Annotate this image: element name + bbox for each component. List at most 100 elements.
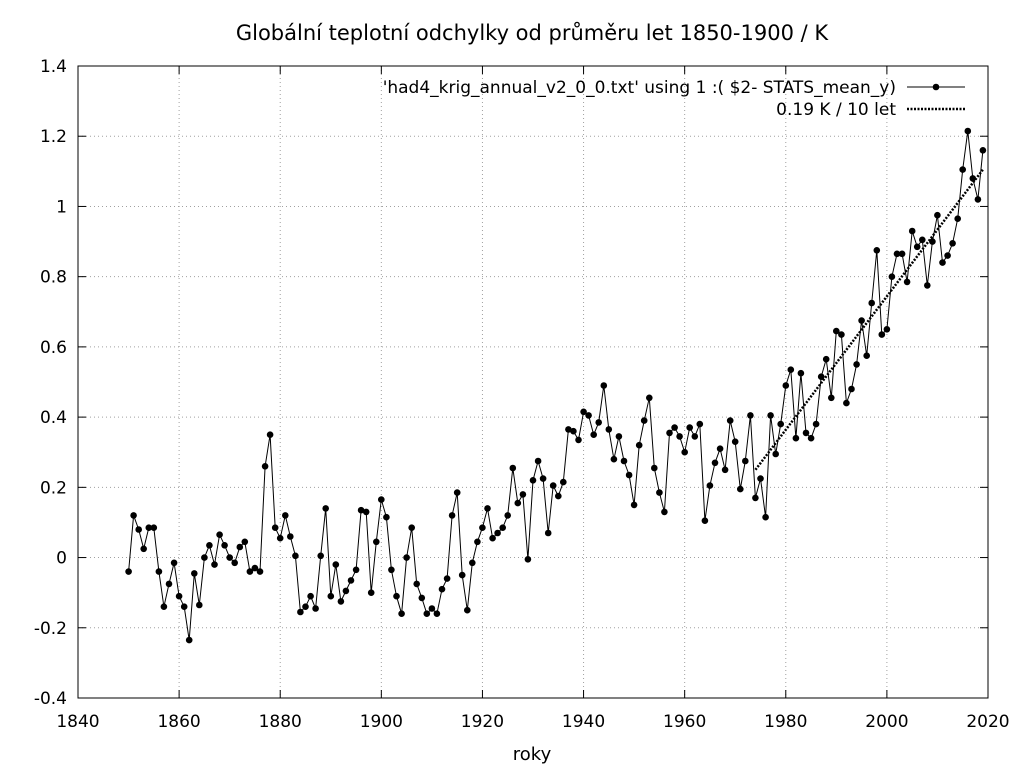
data-point-1852 <box>135 526 142 533</box>
data-point-1872 <box>236 543 244 551</box>
data-point-1866 <box>206 542 213 549</box>
y-tick-label-7: 1 <box>56 197 67 217</box>
data-point-1899 <box>373 538 380 546</box>
legend-swatch-observed-point <box>932 83 940 91</box>
data-point-1897 <box>362 508 370 516</box>
data-point-1884 <box>297 608 304 616</box>
data-point-1887 <box>312 605 319 612</box>
data-point-1963 <box>696 420 704 428</box>
data-point-1999 <box>878 331 886 338</box>
data-point-1932 <box>539 475 547 482</box>
y-tick-label-0: -0.4 <box>34 689 67 709</box>
data-point-1880 <box>276 534 284 542</box>
data-point-2008 <box>924 282 931 289</box>
data-point-1994 <box>853 361 860 368</box>
data-point-1889 <box>322 505 330 512</box>
data-point-2010 <box>934 211 941 219</box>
data-point-1981 <box>787 366 795 374</box>
data-point-1985 <box>807 434 815 442</box>
data-point-1863 <box>191 570 198 577</box>
data-point-1886 <box>307 592 314 600</box>
x-tick-label-2020: 2020 <box>966 712 1009 732</box>
data-point-1898 <box>367 589 375 596</box>
x-tick-label-2000: 2000 <box>865 712 908 732</box>
y-axis-tick-labels: -0.4 -0.2 0 0.2 0.4 0.6 0.8 1 1.2 1.4 <box>34 57 67 709</box>
data-point-1875 <box>251 564 259 572</box>
y-tick-label-1: -0.2 <box>34 619 67 639</box>
y-tick-label-3: 0.2 <box>40 478 67 498</box>
data-point-1892 <box>337 598 345 605</box>
data-point-1911 <box>433 610 441 617</box>
y-tick-label-6: 0.8 <box>40 268 67 288</box>
data-point-1940 <box>580 408 587 416</box>
data-point-1857 <box>160 603 168 610</box>
data-point-2003 <box>898 250 906 258</box>
data-point-1977 <box>767 412 774 419</box>
data-point-1988 <box>822 355 830 363</box>
data-point-1918 <box>469 559 476 567</box>
data-point-1950 <box>630 501 638 509</box>
data-point-2005 <box>908 227 916 235</box>
data-point-1998 <box>873 247 881 254</box>
data-point-1858 <box>165 580 173 588</box>
x-axis-title: roky <box>513 744 552 765</box>
data-point-1933 <box>544 529 552 537</box>
data-point-1909 <box>423 610 431 617</box>
data-point-1943 <box>595 419 602 426</box>
data-point-1878 <box>266 431 274 439</box>
data-point-1874 <box>246 568 254 575</box>
data-point-1953 <box>646 394 653 402</box>
data-point-1865 <box>201 554 208 561</box>
data-point-1862 <box>185 636 193 644</box>
data-point-2007 <box>919 236 926 244</box>
data-point-1882 <box>287 533 294 540</box>
data-point-1952 <box>640 417 648 424</box>
data-point-1929 <box>524 556 532 563</box>
data-point-1962 <box>691 433 699 440</box>
y-tick-label-2: 0 <box>56 549 67 569</box>
data-point-2019 <box>979 147 987 154</box>
data-point-1967 <box>716 445 724 453</box>
grid-lines <box>78 66 988 698</box>
y-tick-label-9: 1.4 <box>40 57 67 77</box>
data-point-1964 <box>701 517 709 524</box>
data-point-1975 <box>757 475 764 482</box>
data-point-1900 <box>378 496 385 503</box>
data-point-1991 <box>838 331 845 338</box>
data-point-1867 <box>211 561 218 568</box>
trend-line <box>754 168 984 471</box>
data-point-1969 <box>726 417 734 424</box>
data-point-1996 <box>863 352 870 360</box>
data-point-1876 <box>256 568 264 575</box>
axis-ticks <box>77 65 989 699</box>
x-tick-label-1900: 1900 <box>360 712 403 732</box>
data-point-1926 <box>509 464 517 472</box>
x-axis-tick-labels: 1840 1860 1880 1900 1920 1940 1960 1980 2000 2020 <box>56 712 1009 732</box>
data-point-1958 <box>671 424 678 431</box>
data-point-2001 <box>888 273 896 281</box>
data-point-1850 <box>125 568 132 575</box>
data-point-1983 <box>797 369 805 377</box>
x-tick-label-1860: 1860 <box>157 712 200 732</box>
data-point-1954 <box>651 464 658 472</box>
data-point-1919 <box>474 538 481 546</box>
data-point-2002 <box>893 250 901 258</box>
x-tick-label-1920: 1920 <box>461 712 504 732</box>
data-point-1907 <box>413 580 421 588</box>
data-point-1970 <box>731 438 739 446</box>
data-point-1949 <box>625 471 633 479</box>
data-point-1920 <box>479 524 486 531</box>
data-point-1942 <box>590 431 597 439</box>
data-point-1885 <box>302 603 309 610</box>
data-point-1955 <box>656 489 663 496</box>
data-point-1978 <box>772 450 779 458</box>
data-point-1973 <box>747 412 754 419</box>
data-point-1864 <box>196 601 203 609</box>
chart-title: Globální teplotní odchylky od průměru le… <box>236 21 830 45</box>
data-point-2017 <box>969 175 977 182</box>
data-point-1945 <box>605 426 613 433</box>
data-point-1976 <box>762 513 769 521</box>
data-series <box>125 127 987 644</box>
data-point-1990 <box>833 327 840 335</box>
data-point-2012 <box>944 252 951 259</box>
